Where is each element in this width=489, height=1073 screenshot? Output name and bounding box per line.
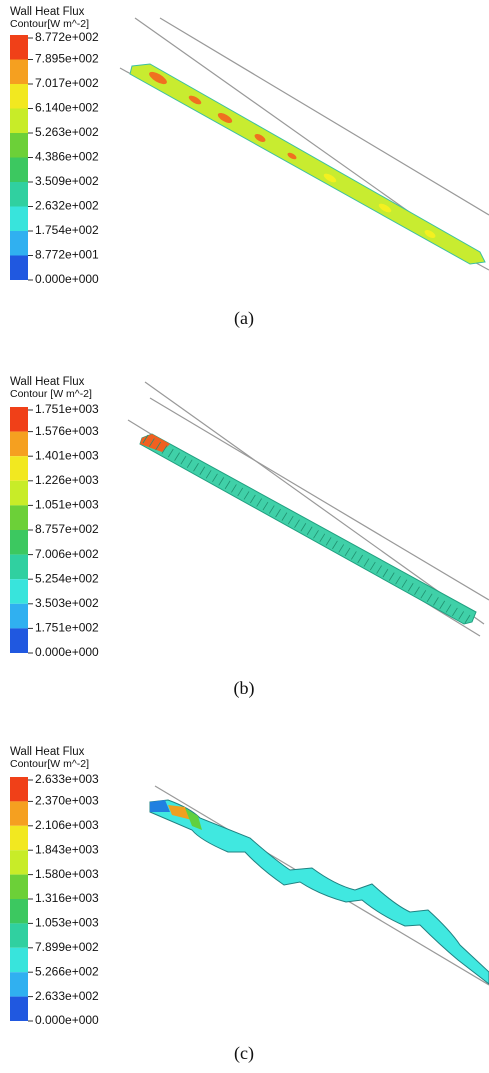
legend-label: 4.386e+002 (35, 150, 99, 164)
legend-label: 7.006e+002 (35, 547, 99, 561)
color-swatch (10, 35, 28, 60)
color-swatch (10, 407, 28, 432)
legend-label: 2.633e+003 (35, 772, 99, 786)
legend-label: 0.000e+000 (35, 1013, 99, 1027)
color-swatch (10, 60, 28, 85)
color-swatch (10, 256, 28, 281)
legend-title: Wall Heat Flux (10, 746, 85, 758)
legend-subtitle: Contour [W m^-2] (10, 388, 92, 400)
legend-label: 8.757e+002 (35, 522, 99, 536)
legend-label: 7.895e+002 (35, 52, 99, 66)
legend-label: 1.576e+003 (35, 424, 99, 438)
legend-label: 2.632e+002 (35, 199, 99, 213)
legend-subtitle: Contour[W m^-2] (10, 18, 89, 30)
legend-label: 1.751e+003 (35, 402, 99, 416)
color-swatch (10, 133, 28, 158)
legend-label: 1.051e+003 (35, 498, 99, 512)
legend-label: 0.000e+000 (35, 645, 99, 659)
color-swatch (10, 456, 28, 481)
legend-label: 2.370e+003 (35, 794, 99, 808)
legend-label: 1.580e+003 (35, 867, 99, 881)
color-swatch (10, 231, 28, 256)
legend-label: 8.772e+001 (35, 248, 99, 262)
color-swatch (10, 505, 28, 530)
legend-label: 2.633e+002 (35, 989, 99, 1003)
color-swatch (10, 997, 28, 1021)
legend-label: 6.140e+002 (35, 101, 99, 115)
color-swatch (10, 777, 28, 801)
figure: Wall Heat FluxContour[W m^-2]8.772e+0027… (0, 0, 489, 1073)
legend-label: 1.843e+003 (35, 842, 99, 856)
color-swatch (10, 481, 28, 506)
color-swatch (10, 182, 28, 207)
color-swatch (10, 826, 28, 850)
color-swatch (10, 948, 28, 972)
legend-label: 1.751e+002 (35, 621, 99, 635)
legend-label: 5.266e+002 (35, 964, 99, 978)
legend-label: 3.509e+002 (35, 174, 99, 188)
caption: (a) (234, 308, 254, 329)
legend-title: Wall Heat Flux (10, 376, 85, 388)
legend-label: 1.316e+003 (35, 891, 99, 905)
color-swatch (10, 432, 28, 457)
color-swatch (10, 530, 28, 555)
legend-label: 2.106e+003 (35, 818, 99, 832)
legend-label: 0.000e+000 (35, 272, 99, 286)
color-swatch (10, 972, 28, 996)
legend-label: 5.263e+002 (35, 125, 99, 139)
color-swatch (10, 109, 28, 134)
color-swatch (10, 899, 28, 923)
legend-label: 5.254e+002 (35, 571, 99, 585)
caption: (b) (234, 678, 255, 699)
color-swatch (10, 628, 28, 653)
color-swatch (10, 875, 28, 899)
legend-label: 7.017e+002 (35, 76, 99, 90)
legend-label: 7.899e+002 (35, 940, 99, 954)
color-swatch (10, 850, 28, 874)
legend-title: Wall Heat Flux (10, 6, 85, 18)
legend-label: 1.053e+003 (35, 916, 99, 930)
color-swatch (10, 158, 28, 183)
color-swatch (10, 604, 28, 629)
legend-label: 8.772e+002 (35, 30, 99, 44)
legend-label: 1.226e+003 (35, 473, 99, 487)
caption: (c) (234, 1043, 254, 1064)
legend-label: 1.754e+002 (35, 223, 99, 237)
legend-label: 3.503e+002 (35, 596, 99, 610)
color-swatch (10, 84, 28, 109)
color-swatch (10, 555, 28, 580)
color-swatch (10, 207, 28, 232)
color-swatch (10, 579, 28, 604)
color-swatch (10, 801, 28, 825)
legend-subtitle: Contour[W m^-2] (10, 758, 89, 770)
color-swatch (10, 923, 28, 947)
legend-label: 1.401e+003 (35, 448, 99, 462)
